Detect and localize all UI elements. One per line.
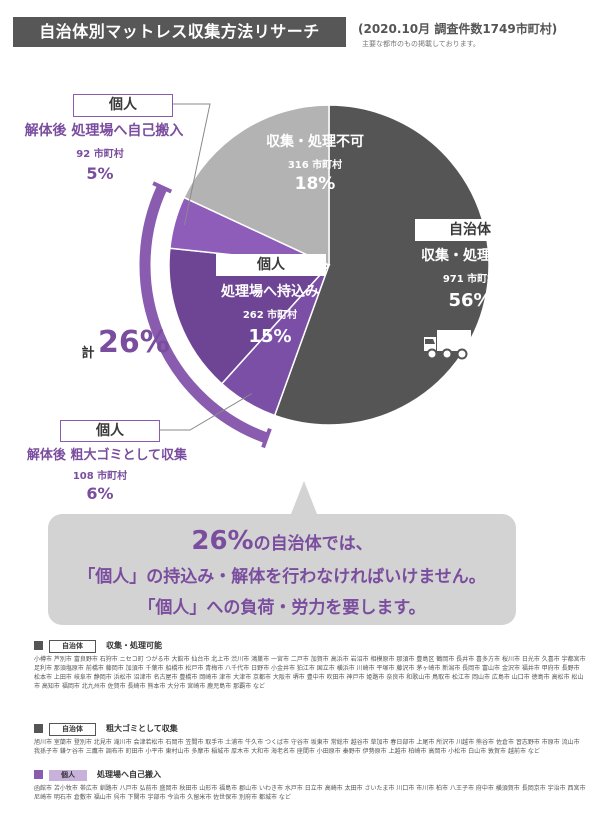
tag-possible: 自治体 bbox=[415, 219, 525, 241]
label-not-possible-count: 316 市町村 bbox=[287, 160, 343, 171]
legend-tag: 自治体 bbox=[49, 640, 96, 653]
legend-tag: 自治体 bbox=[49, 723, 96, 736]
label-oversized-pct: 6% bbox=[86, 484, 114, 503]
callout-line1: の自治体では、 bbox=[253, 534, 373, 554]
callout-box: 26%の自治体では、 「個人」の持込み・解体を行わなければいけません。 「個人」… bbox=[48, 514, 516, 625]
tag-self-carry: 個人 bbox=[73, 94, 173, 117]
legend-city-list: 小樽市 芦別市 富良野市 石狩市 ニセコ町 つがる市 大館市 仙台市 北上市 渋… bbox=[34, 656, 586, 690]
legend-square-purple bbox=[34, 770, 43, 779]
label-possible-name: 収集・処理可能 bbox=[421, 248, 519, 264]
legend-section-2: 自治体 粗大ゴミとして収集 旭川市 室蘭市 登別市 北見市 滝川市 会津若松市 石… bbox=[34, 723, 586, 756]
legend-city-list: 旭川市 室蘭市 登別市 北見市 滝川市 会津若松市 石岡市 笠間市 取手市 土浦… bbox=[34, 739, 580, 755]
legend-city-list: 函館市 苫小牧市 帯広市 釧路市 八戸市 弘前市 盛岡市 秋田市 山形市 福島市… bbox=[34, 785, 586, 801]
slice-bring bbox=[168, 247, 331, 385]
label-self-carry-count: 92 市町村 bbox=[76, 149, 124, 160]
label-bring-pct: 15% bbox=[248, 326, 292, 347]
total-percent: 26% bbox=[98, 325, 170, 360]
page-title: 自治体別マットレス収集方法リサーチ bbox=[13, 17, 346, 47]
callout-line3: 「個人」への負荷・労力を要します。 bbox=[138, 598, 426, 618]
label-oversized-count: 108 市町村 bbox=[72, 471, 128, 482]
callout-percent: 26% bbox=[191, 526, 254, 556]
leader-line-oversized bbox=[158, 393, 253, 431]
legend-tag: 個人 bbox=[49, 770, 87, 781]
tag-oversized: 個人 bbox=[60, 420, 160, 442]
label-not-possible-pct: 18% bbox=[294, 174, 336, 194]
callout-line2: 「個人」の持込み・解体を行わなければいけません。 bbox=[78, 567, 486, 587]
survey-note: 主要な都市のもの掲載しております。 bbox=[362, 40, 480, 48]
leader-line-self-carry bbox=[171, 103, 211, 226]
pie-chart bbox=[139, 103, 490, 514]
slice-not-possible bbox=[182, 104, 330, 267]
label-possible-count: 971 市町村 bbox=[442, 274, 498, 285]
total-bracket-cap-bottom bbox=[261, 427, 272, 449]
label-oversized-name: 解体後 粗大ゴミとして収集 bbox=[26, 448, 188, 463]
callout-pointer bbox=[291, 481, 317, 514]
total-bracket-cap-top bbox=[152, 181, 173, 194]
total-bracket-arc bbox=[139, 185, 269, 444]
legend-section-3: 個人 処理場へ自己搬入 函館市 苫小牧市 帯広市 釧路市 八戸市 弘前市 盛岡市 … bbox=[34, 769, 586, 802]
label-not-possible-name: 収集・処理不可 bbox=[266, 134, 364, 150]
label-bring-count: 262 市町村 bbox=[242, 310, 298, 321]
label-self-carry-pct: 5% bbox=[86, 164, 114, 183]
total-prefix: 計 bbox=[81, 346, 95, 361]
truck-icon bbox=[424, 330, 471, 360]
label-bring-name: 処理場へ持込み bbox=[221, 284, 319, 300]
legend-title: 収集・処理可能 bbox=[106, 641, 162, 650]
legend-square-dark bbox=[34, 724, 43, 733]
legend-square-dark bbox=[34, 641, 43, 650]
survey-meta: (2020.10月 調査件数1749市町村) bbox=[358, 22, 558, 36]
tag-bring: 個人 bbox=[216, 254, 326, 276]
legend-title: 処理場へ自己搬入 bbox=[97, 770, 161, 779]
legend-section-1: 自治体 収集・処理可能 小樽市 芦別市 富良野市 石狩市 ニセコ町 つがる市 大館… bbox=[34, 640, 586, 691]
label-self-carry-name: 解体後 処理場へ自己搬入 bbox=[24, 123, 184, 139]
label-possible-pct: 56% bbox=[448, 290, 492, 311]
legend-title: 粗大ゴミとして収集 bbox=[106, 724, 178, 733]
